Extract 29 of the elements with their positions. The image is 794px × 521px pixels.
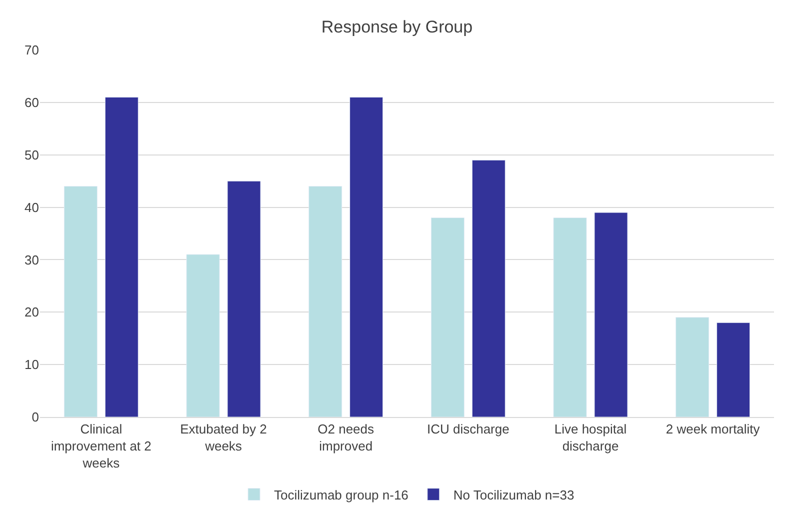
y-tick-label: 50 [24,147,39,162]
x-tick-label: O2 needs improved [318,422,375,454]
x-tick-label: Live hospital discharge [554,422,627,454]
bar [186,254,220,417]
y-tick-label: 30 [24,252,39,268]
y-tick-label: 0 [32,410,39,425]
y-tick-label: 40 [24,200,39,215]
bar [104,96,138,417]
y-tick-label: 70 [24,42,39,58]
bar [676,317,710,417]
legend-label: No Tocilizumab n=33 [453,487,574,502]
bar [227,180,261,417]
bar [553,218,587,417]
y-tick-label: 20 [24,304,39,320]
x-tick-label: Clinical improvement at 2 weeks [50,422,152,470]
x-tick-label: ICU discharge [426,422,510,437]
chart-title: Response by Group [321,18,473,37]
bar [64,186,98,417]
bar [472,160,506,417]
x-tick-label: Extubated by 2 weeks [180,422,267,454]
x-tick-label: 2 week mortality [666,422,760,437]
legend-label: Tocilizumab group n-16 [274,487,408,502]
y-tick-label: 10 [24,357,39,372]
bar [350,96,384,417]
bar [716,322,750,417]
bar [308,186,342,417]
y-tick-label: 60 [24,94,39,110]
bar [430,218,464,417]
bar [594,212,628,417]
